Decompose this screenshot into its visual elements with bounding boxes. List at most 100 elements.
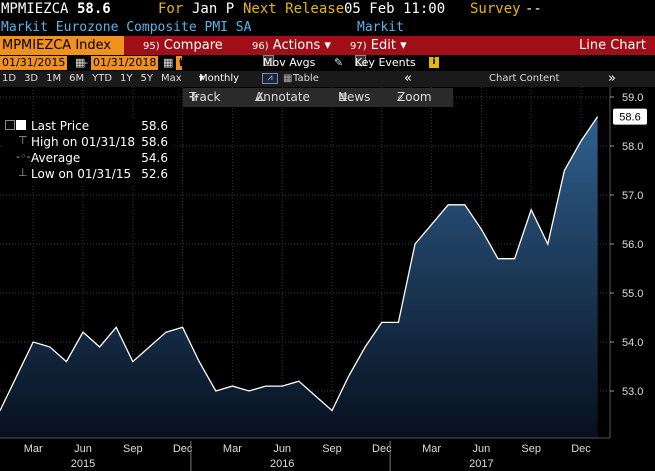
data-point [32, 341, 35, 344]
data-point [546, 243, 549, 246]
chart-icon[interactable]: ⩘ [262, 73, 278, 84]
y-tick-label: 59.0 [622, 92, 643, 104]
x-tick-label: Sep [322, 443, 342, 455]
x-tick-label: Dec [372, 443, 392, 455]
data-point [131, 360, 134, 363]
data-point [231, 385, 234, 388]
data-point [181, 326, 184, 329]
survey-value: -- [525, 1, 542, 17]
y-tick-label: 54.0 [622, 337, 643, 349]
data-point [314, 394, 317, 397]
last-value: 58.6 [77, 1, 111, 17]
data-point [165, 331, 168, 334]
legend-row-average: -◦- Average 54.6 [16, 150, 168, 165]
crosshair-icon: ✛ [189, 90, 200, 104]
period-button-ytd[interactable]: YTD [92, 73, 113, 84]
series-swatch [16, 120, 26, 130]
calendar-icon[interactable]: ▦ [163, 56, 174, 69]
x-tick-label: Sep [521, 443, 541, 455]
start-date-field[interactable]: 01/31/2015 [0, 56, 68, 70]
table-grid-icon: ▦ [283, 73, 293, 84]
y-axis: 53.0 54.0 55.0 56.0 57.0 58.0 59.0 [610, 92, 643, 398]
data-point [264, 385, 267, 388]
security-header: MPMIEZCA 58.6 For Jan P Next Release 05 … [0, 0, 655, 19]
area-fill [0, 116, 598, 438]
x-tick-label: Jun [273, 443, 291, 455]
data-point [82, 331, 85, 334]
year-label: 2015 [71, 458, 95, 470]
actions-menu[interactable]: 96) Actions ▾ [252, 38, 331, 53]
table-button[interactable]: Table [293, 73, 319, 84]
data-point [430, 223, 433, 226]
legend-row-last-price[interactable]: Last Price 58.6 [2, 118, 172, 134]
security-field[interactable]: MPMIEZCA Index [0, 36, 124, 55]
pencil-icon[interactable]: ✎ [334, 56, 344, 69]
y-tick-label: 55.0 [622, 288, 643, 300]
last-price-label: 58.6 [619, 112, 640, 124]
x-tick-label: Mar [24, 443, 43, 455]
data-point [148, 345, 151, 348]
y-tick-label: 53.0 [622, 386, 643, 398]
security-source: Markit [357, 20, 404, 35]
year-label: 2016 [270, 458, 294, 470]
period-button-max[interactable]: Max [161, 73, 182, 84]
x-tick-label: Mar [223, 443, 242, 455]
edit-menu[interactable]: 97) Edit ▾ [350, 38, 407, 53]
data-point [15, 375, 18, 378]
data-point [513, 257, 516, 260]
period-button-1m[interactable]: 1M [46, 73, 62, 84]
data-point [48, 345, 51, 348]
year-label: 2017 [469, 458, 493, 470]
period-button-1d[interactable]: 1D [2, 73, 17, 84]
data-point [98, 345, 101, 348]
legend-row-low: ⊥ Low on 01/31/15 52.6 [18, 166, 168, 181]
chevron-down-icon: ▾ [199, 73, 205, 84]
chart-legend: Last Price 58.6 ⊤ High on 01/31/18 58.6 … [2, 118, 172, 184]
compare-button[interactable]: 95) Compare [143, 38, 223, 53]
calendar-icon[interactable]: ▦ [75, 56, 86, 69]
data-point [397, 321, 400, 324]
info-icon[interactable]: i [429, 57, 439, 68]
y-tick-label: 57.0 [622, 190, 643, 202]
data-point [414, 243, 417, 246]
data-point [297, 380, 300, 383]
data-point [281, 385, 284, 388]
data-point [596, 115, 599, 118]
legend-row-high: ⊤ High on 01/31/18 58.6 [18, 134, 168, 149]
period-button-1y[interactable]: 1Y [120, 73, 133, 84]
period-button-3d[interactable]: 3D [24, 73, 39, 84]
field-select[interactable]: Last Price ▾ [176, 56, 232, 70]
double-chevron-right-icon[interactable]: » [608, 71, 616, 86]
data-point [347, 375, 350, 378]
security-name-row: Markit Eurozone Composite PMI SA Markit [0, 19, 655, 36]
ticker-label: MPMIEZCA [1, 1, 69, 17]
data-point [331, 409, 334, 412]
x-axis: Mar Jun Sep Dec Mar Jun Sep Dec Mar Jun Sep Dec 2015… [0, 437, 610, 471]
last-price-box [613, 108, 647, 125]
pencil-icon: ∠ [255, 90, 266, 104]
date-separator: - [84, 56, 88, 69]
next-release-label: Next Release [243, 1, 345, 17]
data-point [497, 257, 500, 260]
high-marker-icon: ⊤ [18, 134, 28, 147]
period-button-6m[interactable]: 6M [69, 73, 85, 84]
magnifier-icon: ⌕ [397, 90, 404, 104]
period-button-5y[interactable]: 5Y [140, 73, 154, 84]
data-point [530, 208, 533, 211]
data-point [214, 390, 217, 393]
survey-label: Survey [470, 1, 521, 17]
data-point [364, 345, 367, 348]
end-date-field[interactable]: 01/31/2018 [91, 56, 159, 70]
data-point [447, 203, 450, 206]
next-release-value: 05 Feb 11:00 [344, 1, 446, 17]
chevron-down-icon: ▾ [179, 56, 185, 69]
data-point [198, 360, 201, 363]
chart-type-label[interactable]: Line Chart [579, 38, 646, 53]
checkbox-icon [263, 55, 274, 66]
chart-content-button[interactable]: Chart Content [489, 73, 560, 84]
security-name: Markit Eurozone Composite PMI SA [1, 20, 252, 35]
for-label: For [158, 1, 184, 17]
data-point [463, 203, 466, 206]
chevron-down-icon: ▾ [400, 38, 407, 53]
double-chevron-left-icon[interactable]: « [404, 71, 412, 86]
